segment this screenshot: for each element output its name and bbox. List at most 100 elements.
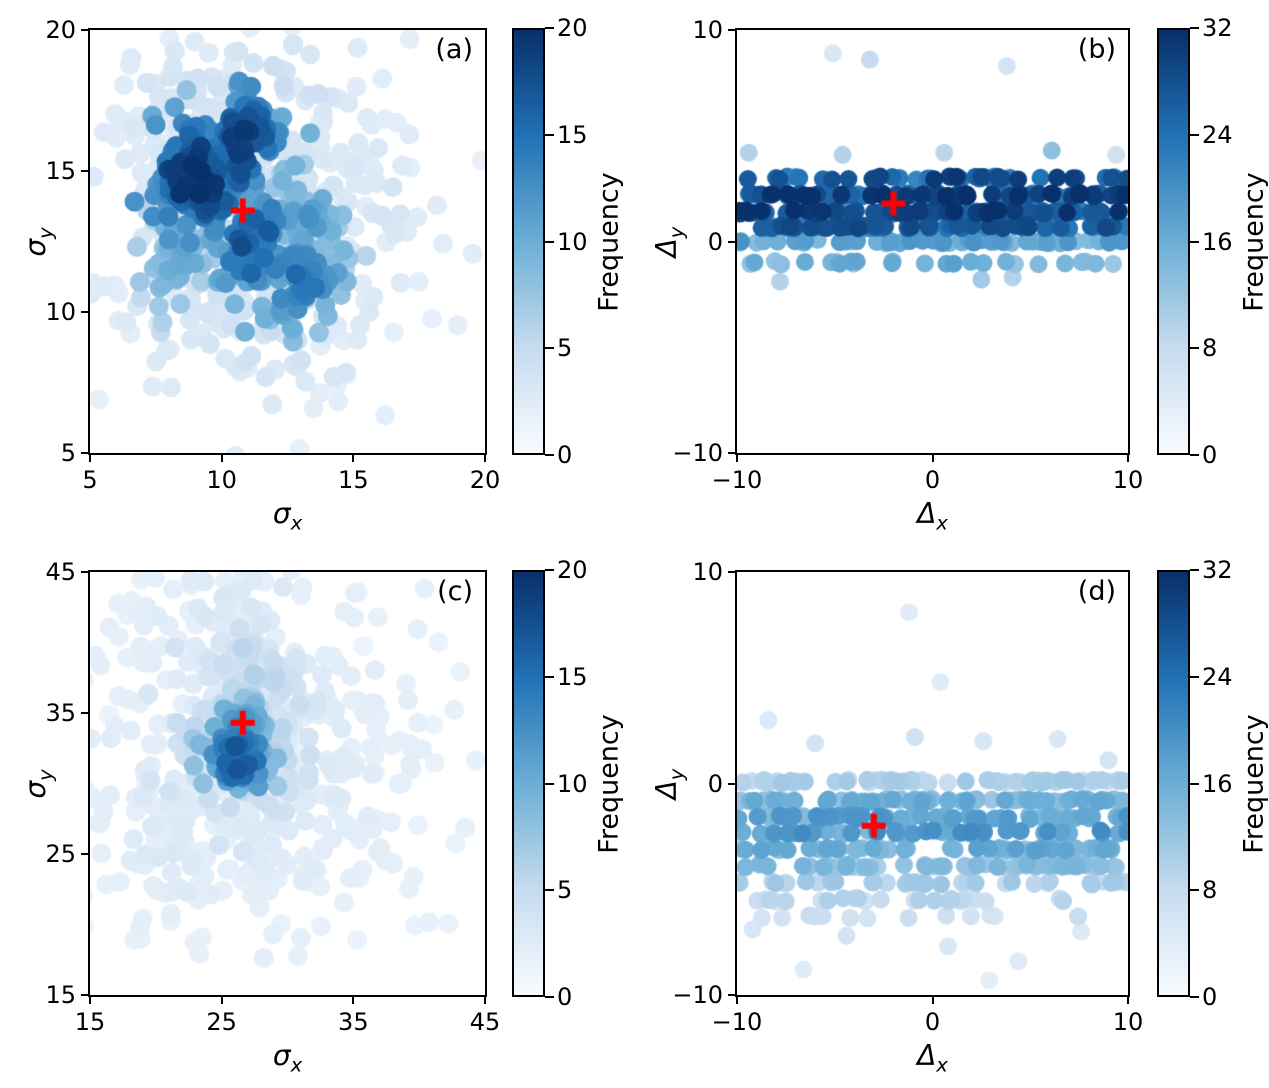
colorbar-tick-mark xyxy=(1190,454,1199,456)
x-tick-label: 45 xyxy=(469,1008,501,1036)
panel-d-plot: (d) Δx Δy −10 0 10 −10 0 10 xyxy=(650,558,1143,1077)
colorbar-b: Frequency 0 8 16 24 32 xyxy=(1157,14,1269,469)
y-tick-label: 15 xyxy=(45,157,76,185)
colorbar-gradient-c xyxy=(512,570,545,997)
x-tick-mark xyxy=(931,453,934,462)
x-tick-label: 15 xyxy=(74,1008,106,1036)
colorbar-tick-mark xyxy=(545,27,554,29)
colorbar-tick-mark xyxy=(1190,569,1199,571)
y-tick-mark xyxy=(728,782,737,785)
y-tick-label: 45 xyxy=(45,558,76,586)
x-tick-label: 25 xyxy=(206,1008,237,1036)
colorbar-tick-label: 10 xyxy=(557,769,588,798)
scatter-canvas-a xyxy=(90,30,485,453)
scatter-canvas-c xyxy=(90,572,485,995)
colorbar-tick-mark xyxy=(545,133,554,136)
scatter-canvas-d xyxy=(737,572,1128,995)
colorbar-tick-mark xyxy=(1190,240,1199,243)
colorbar-tick-label: 15 xyxy=(557,662,588,691)
colorbar-a: Frequency 0 5 10 15 20 xyxy=(512,14,625,469)
colorbar-tick-label: 32 xyxy=(1202,14,1233,42)
colorbar-gradient-a xyxy=(512,28,545,455)
colorbar-tick-label: 15 xyxy=(557,120,588,149)
colorbar-tick-mark xyxy=(1190,347,1199,350)
y-tick-mark xyxy=(81,853,90,855)
x-tick-mark xyxy=(352,995,355,1004)
y-axis-label-b: Δy xyxy=(650,226,688,257)
colorbar-tick-label: 5 xyxy=(557,334,573,363)
colorbar-tick-mark xyxy=(1190,889,1199,892)
colorbar-tick-label: 5 xyxy=(557,876,573,905)
colorbar-tick-mark xyxy=(545,782,554,785)
colorbar-tick-mark xyxy=(1190,675,1199,678)
colorbar-tick-mark xyxy=(545,240,554,243)
colorbar-tick-mark xyxy=(1190,996,1199,998)
y-tick-label: 35 xyxy=(45,699,76,727)
y-tick-mark xyxy=(81,994,90,996)
x-tick-mark xyxy=(736,995,738,1004)
colorbar-tick-label: 20 xyxy=(557,14,588,42)
y-tick-mark xyxy=(728,29,737,31)
colorbar-gradient-b xyxy=(1157,28,1190,455)
y-tick-mark xyxy=(81,170,90,172)
colorbar-d: Frequency 0 8 16 24 32 xyxy=(1157,556,1269,1011)
x-tick-mark xyxy=(89,453,91,462)
y-tick-label: 10 xyxy=(45,298,76,326)
colorbar-tick-label: 8 xyxy=(1202,334,1218,363)
x-tick-mark xyxy=(220,995,223,1004)
colorbar-tick-label: 16 xyxy=(1202,227,1233,256)
colorbar-tick-mark xyxy=(545,675,554,678)
x-tick-mark xyxy=(931,995,934,1004)
x-tick-mark xyxy=(736,453,738,462)
y-tick-mark xyxy=(728,994,737,996)
colorbar-tick-mark xyxy=(545,996,554,998)
colorbar-label-b: Frequency xyxy=(1238,171,1269,312)
y-tick-label: 10 xyxy=(692,16,723,44)
y-tick-mark xyxy=(81,311,90,313)
y-tick-label: −10 xyxy=(672,439,723,467)
panel-b-plot: (b) Δx Δy −10 0 10 −10 0 10 xyxy=(650,16,1143,535)
colorbar-tick-label: 0 xyxy=(557,983,573,1011)
colorbar-label-c: Frequency xyxy=(593,713,625,854)
y-tick-mark xyxy=(728,571,737,573)
y-tick-label: −10 xyxy=(672,981,723,1009)
x-tick-mark xyxy=(1127,995,1129,1004)
colorbar-tick-label: 0 xyxy=(1202,441,1218,469)
y-tick-mark xyxy=(81,571,90,573)
x-axis-label-b: Δx xyxy=(917,497,948,535)
y-tick-mark xyxy=(81,712,90,714)
colorbar-tick-mark xyxy=(1190,782,1199,785)
scatter-canvas-b xyxy=(737,30,1128,453)
colorbar-tick-mark xyxy=(545,569,554,571)
colorbar-tick-label: 0 xyxy=(1202,983,1218,1011)
y-axis-label-d: Δy xyxy=(650,768,688,799)
x-tick-label: 0 xyxy=(924,466,941,494)
y-tick-label: 10 xyxy=(692,558,723,586)
y-tick-mark xyxy=(728,452,737,454)
x-tick-label: −10 xyxy=(711,1008,763,1036)
x-tick-label: 10 xyxy=(1112,1008,1144,1036)
y-tick-label: 0 xyxy=(707,227,723,256)
colorbar-tick-label: 24 xyxy=(1202,662,1233,691)
panel-label-a: (a) xyxy=(435,34,473,65)
x-tick-label: 15 xyxy=(338,466,369,494)
colorbar-tick-mark xyxy=(545,889,554,892)
x-tick-mark xyxy=(484,995,486,1004)
colorbar-gradient-d xyxy=(1157,570,1190,997)
x-tick-mark xyxy=(1127,453,1129,462)
y-tick-label: 0 xyxy=(707,769,723,798)
x-axis-label-c: σx xyxy=(272,1039,303,1077)
colorbar-tick-label: 10 xyxy=(557,227,588,256)
y-tick-label: 15 xyxy=(45,981,76,1009)
colorbar-tick-mark xyxy=(1190,133,1199,136)
x-tick-label: −10 xyxy=(711,466,763,494)
x-tick-label: 35 xyxy=(338,1008,369,1036)
panel-label-c: (c) xyxy=(437,576,473,607)
colorbar-tick-label: 20 xyxy=(557,556,588,584)
x-tick-mark xyxy=(352,453,355,462)
x-tick-label: 10 xyxy=(206,466,237,494)
x-axis-label-a: σx xyxy=(272,497,303,535)
y-axis-label-a: σy xyxy=(19,226,57,257)
y-tick-mark xyxy=(81,452,90,454)
